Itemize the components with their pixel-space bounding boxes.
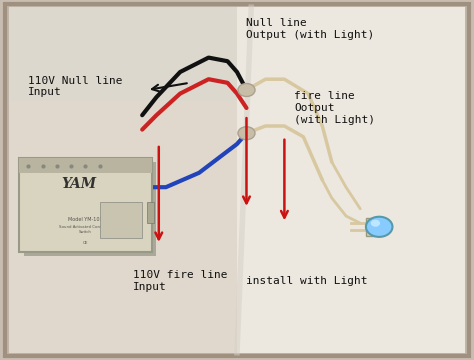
- Circle shape: [238, 84, 255, 96]
- Text: fire line
Ootput
(with Light): fire line Ootput (with Light): [294, 91, 375, 125]
- Text: install with Light: install with Light: [246, 276, 368, 286]
- Text: 110V fire line
Input: 110V fire line Input: [133, 270, 227, 292]
- Text: Model YM-101: Model YM-101: [68, 217, 103, 222]
- FancyBboxPatch shape: [19, 158, 152, 252]
- Circle shape: [238, 127, 255, 140]
- Circle shape: [371, 220, 380, 227]
- Text: 110V Null line
Input: 110V Null line Input: [28, 76, 123, 97]
- FancyBboxPatch shape: [147, 202, 154, 223]
- FancyBboxPatch shape: [366, 218, 374, 236]
- Circle shape: [366, 217, 392, 237]
- Text: YAM: YAM: [62, 177, 97, 190]
- Text: Sound Activated Controller: Sound Activated Controller: [59, 225, 112, 229]
- FancyBboxPatch shape: [9, 7, 237, 101]
- Text: CE: CE: [82, 241, 88, 245]
- FancyBboxPatch shape: [24, 162, 156, 256]
- FancyBboxPatch shape: [9, 7, 265, 353]
- Text: Switch: Switch: [79, 230, 92, 234]
- Text: Null line
Output (with Light): Null line Output (with Light): [246, 18, 375, 40]
- FancyBboxPatch shape: [100, 202, 142, 238]
- FancyBboxPatch shape: [237, 7, 465, 353]
- FancyBboxPatch shape: [19, 158, 152, 173]
- FancyBboxPatch shape: [5, 4, 469, 356]
